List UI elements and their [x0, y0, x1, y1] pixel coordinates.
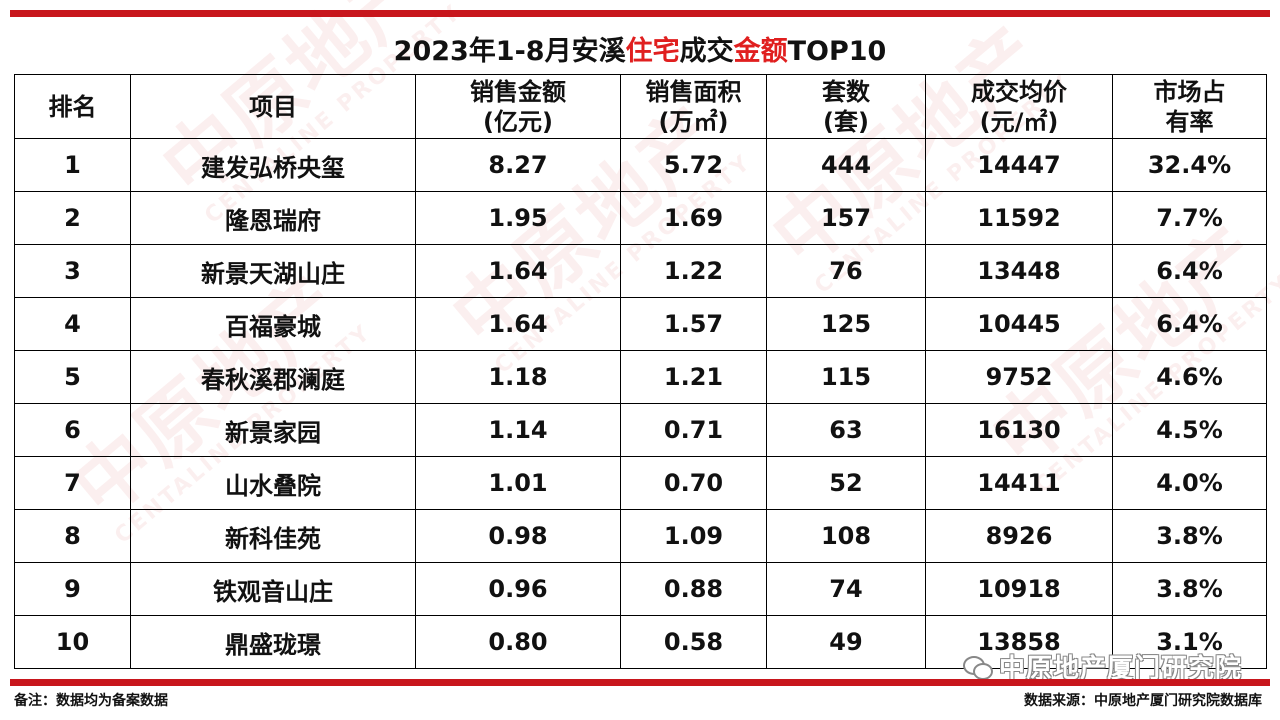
cell-rank: 2 — [14, 191, 131, 245]
header-avg-price: 成交均价 (元/㎡) — [925, 74, 1113, 139]
cell-rank: 5 — [14, 350, 131, 404]
top-accent-bar — [10, 10, 1270, 17]
cell-rank: 8 — [14, 509, 131, 563]
cell-avg-price: 14447 — [925, 138, 1113, 192]
cell-market-share: 6.4% — [1112, 297, 1267, 351]
cell-project: 隆恩瑞府 — [130, 191, 416, 245]
cell-project: 山水叠院 — [130, 456, 416, 510]
cell-market-share: 4.6% — [1112, 350, 1267, 404]
cell-units: 115 — [766, 350, 926, 404]
cell-units: 63 — [766, 403, 926, 457]
table-row: 6 新景家园 1.14 0.71 63 16130 4.5% — [14, 403, 1267, 457]
cell-units: 76 — [766, 244, 926, 298]
header-project: 项目 — [130, 74, 416, 139]
table-row: 8 新科佳苑 0.98 1.09 108 8926 3.8% — [14, 509, 1267, 563]
cell-project: 百福豪城 — [130, 297, 416, 351]
cell-units: 444 — [766, 138, 926, 192]
cell-sales-area: 1.22 — [620, 244, 767, 298]
cell-sales-area: 0.71 — [620, 403, 767, 457]
cell-sales-area: 5.72 — [620, 138, 767, 192]
cell-units: 108 — [766, 509, 926, 563]
cell-market-share: 7.7% — [1112, 191, 1267, 245]
cell-sales-area: 1.57 — [620, 297, 767, 351]
cell-sales-area: 0.58 — [620, 615, 767, 669]
ranking-table: 排名 项目 销售金额 (亿元) 销售面积 (万㎡) 套数 (套) 成交均价 (元/㎡) … — [14, 74, 1267, 669]
cell-units: 157 — [766, 191, 926, 245]
table-row: 4 百福豪城 1.64 1.57 125 10445 6.4% — [14, 297, 1267, 351]
header-sales-amount: 销售金额 (亿元) — [415, 74, 621, 139]
cell-project: 春秋溪郡澜庭 — [130, 350, 416, 404]
cell-avg-price: 14411 — [925, 456, 1113, 510]
cell-avg-price: 8926 — [925, 509, 1113, 563]
cell-sales-amount: 1.64 — [415, 297, 621, 351]
cell-rank: 9 — [14, 562, 131, 616]
cell-rank: 10 — [14, 615, 131, 669]
cell-market-share: 3.8% — [1112, 509, 1267, 563]
table-row: 5 春秋溪郡澜庭 1.18 1.21 115 9752 4.6% — [14, 350, 1267, 404]
cell-sales-amount: 1.18 — [415, 350, 621, 404]
header-market-share: 市场占 有率 — [1112, 74, 1267, 139]
cell-rank: 7 — [14, 456, 131, 510]
cell-market-share: 4.5% — [1112, 403, 1267, 457]
cell-avg-price: 11592 — [925, 191, 1113, 245]
wechat-icon — [962, 654, 993, 680]
table-header-row: 排名 项目 销售金额 (亿元) 销售面积 (万㎡) 套数 (套) 成交均价 (元/㎡) … — [14, 74, 1267, 139]
cell-project: 新科佳苑 — [130, 509, 416, 563]
cell-sales-area: 0.70 — [620, 456, 767, 510]
cell-market-share: 3.8% — [1112, 562, 1267, 616]
table-row: 3 新景天湖山庄 1.64 1.22 76 13448 6.4% — [14, 244, 1267, 298]
cell-avg-price: 16130 — [925, 403, 1113, 457]
table-row: 9 铁观音山庄 0.96 0.88 74 10918 3.8% — [14, 562, 1267, 616]
cell-market-share: 3.1% — [1112, 615, 1267, 669]
cell-project: 铁观音山庄 — [130, 562, 416, 616]
cell-project: 鼎盛珑璟 — [130, 615, 416, 669]
cell-rank: 6 — [14, 403, 131, 457]
cell-sales-amount: 0.98 — [415, 509, 621, 563]
cell-project: 新景家园 — [130, 403, 416, 457]
header-rank: 排名 — [14, 74, 131, 139]
cell-units: 52 — [766, 456, 926, 510]
header-sales-area: 销售面积 (万㎡) — [620, 74, 767, 139]
cell-rank: 1 — [14, 138, 131, 192]
footnote: 备注：数据均为备案数据 — [14, 693, 168, 709]
bottom-accent-bar — [10, 679, 1270, 686]
page-title: 2023年1-8月安溪住宅成交金额TOP10 — [393, 36, 887, 67]
cell-avg-price: 10918 — [925, 562, 1113, 616]
cell-avg-price: 13448 — [925, 244, 1113, 298]
cell-rank: 3 — [14, 244, 131, 298]
data-source: 数据来源：中原地产厦门研究院数据库 — [1024, 693, 1262, 709]
cell-sales-amount: 0.80 — [415, 615, 621, 669]
cell-units: 74 — [766, 562, 926, 616]
cell-units: 49 — [766, 615, 926, 669]
header-units: 套数 (套) — [766, 74, 926, 139]
cell-sales-amount: 0.96 — [415, 562, 621, 616]
cell-project: 建发弘桥央玺 — [130, 138, 416, 192]
table-row: 7 山水叠院 1.01 0.70 52 14411 4.0% — [14, 456, 1267, 510]
cell-market-share: 4.0% — [1112, 456, 1267, 510]
cell-sales-amount: 1.14 — [415, 403, 621, 457]
cell-sales-area: 0.88 — [620, 562, 767, 616]
cell-market-share: 32.4% — [1112, 138, 1267, 192]
cell-avg-price: 13858 — [925, 615, 1113, 669]
cell-rank: 4 — [14, 297, 131, 351]
cell-sales-area: 1.69 — [620, 191, 767, 245]
cell-project: 新景天湖山庄 — [130, 244, 416, 298]
table-row: 10 鼎盛珑璟 0.80 0.58 49 13858 3.1% — [14, 615, 1267, 669]
cell-avg-price: 9752 — [925, 350, 1113, 404]
cell-sales-amount: 1.01 — [415, 456, 621, 510]
cell-sales-amount: 1.95 — [415, 191, 621, 245]
cell-units: 125 — [766, 297, 926, 351]
cell-market-share: 6.4% — [1112, 244, 1267, 298]
cell-sales-area: 1.09 — [620, 509, 767, 563]
cell-sales-amount: 1.64 — [415, 244, 621, 298]
cell-sales-amount: 8.27 — [415, 138, 621, 192]
cell-avg-price: 10445 — [925, 297, 1113, 351]
cell-sales-area: 1.21 — [620, 350, 767, 404]
table-row: 1 建发弘桥央玺 8.27 5.72 444 14447 32.4% — [14, 138, 1267, 192]
table-row: 2 隆恩瑞府 1.95 1.69 157 11592 7.7% — [14, 191, 1267, 245]
